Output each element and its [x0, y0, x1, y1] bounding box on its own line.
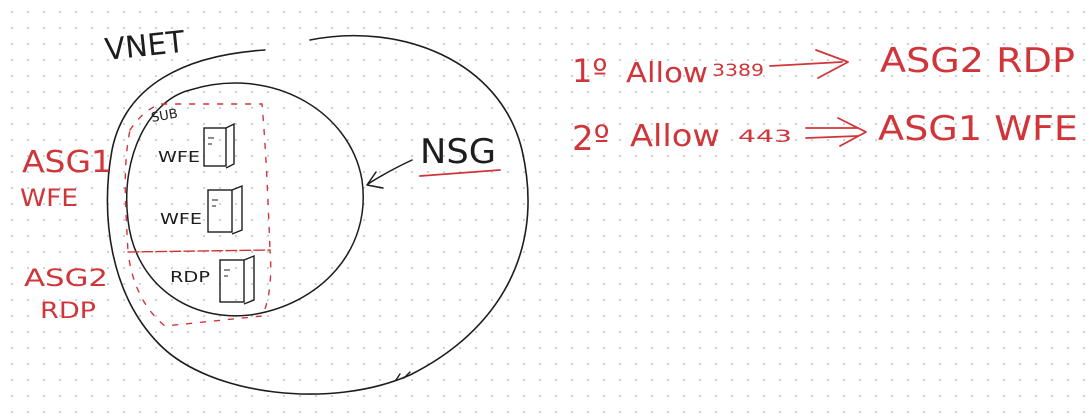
rule-port: 443 [738, 127, 792, 147]
asg1-boundary [124, 103, 271, 253]
server-label: WFE [158, 148, 200, 166]
rule-arrow [805, 117, 867, 147]
server-3: RDP [170, 254, 255, 305]
rule-action: Allow [630, 119, 720, 154]
rule-target: ASG1 WFE [878, 109, 1078, 149]
server-2: WFE [160, 184, 243, 235]
rule-1: 1º Allow 3389 ASG2 RDP [572, 41, 1075, 90]
nsg-arrow-head [366, 171, 384, 189]
server-label: RDP [170, 268, 210, 286]
nsg-label: NSG [420, 132, 496, 172]
rule-action: Allow [626, 56, 708, 89]
server-1: WFE [158, 122, 235, 169]
subnet-boundary [126, 82, 364, 317]
subnet-label: SUB [150, 107, 179, 126]
server-label: WFE [160, 210, 202, 228]
asg1-role-label: WFE [20, 184, 78, 212]
rule-order: 1º [572, 52, 607, 90]
server-icon [203, 122, 235, 169]
asg1-label: ASG1 [22, 145, 112, 180]
nsg-arrow [367, 159, 413, 185]
server-icon [219, 254, 255, 305]
asg2-label: ASG2 [24, 264, 108, 292]
nsg-underline [419, 169, 501, 177]
vnet-boundary [106, 34, 529, 395]
rule-target: ASG2 RDP [880, 41, 1075, 81]
rule-port: 3389 [712, 61, 764, 81]
server-icon [207, 184, 243, 235]
asg2-role-label: RDP [40, 299, 96, 324]
rule-order: 2º [572, 119, 610, 159]
vnet-boundary-mark [395, 371, 411, 381]
rule-arrow [769, 49, 849, 79]
rule-2: 2º Allow 443 ASG1 WFE [572, 109, 1078, 159]
vnet-label: VNET [103, 25, 187, 68]
